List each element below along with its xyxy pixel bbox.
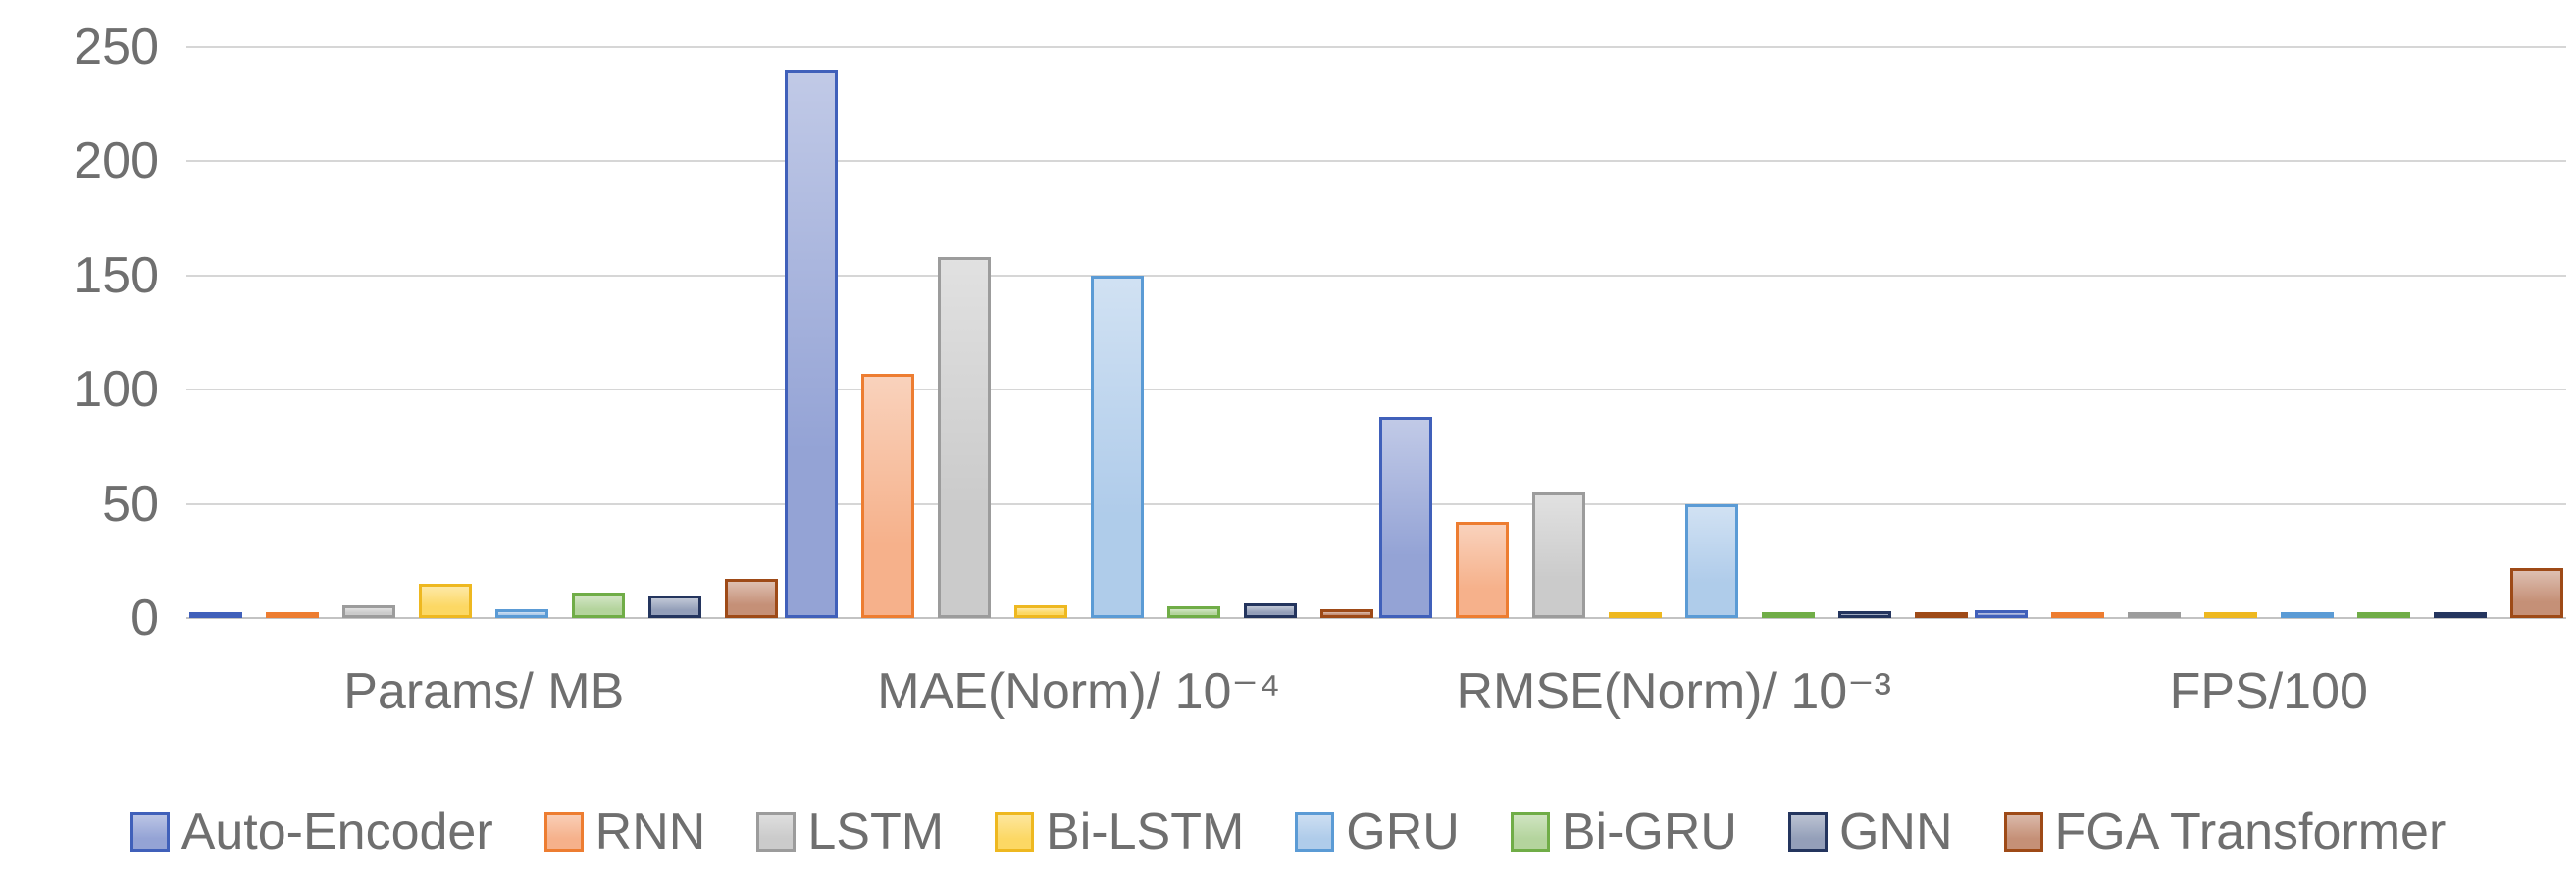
bar-lstm xyxy=(1532,492,1586,618)
bar-fga-transformer xyxy=(1319,608,1373,618)
bar-fga-transformer xyxy=(2509,567,2563,618)
legend-swatch-icon xyxy=(756,812,797,852)
bar-group-2 xyxy=(782,47,1377,618)
legend-item-rnn: RNN xyxy=(543,803,706,861)
bar-bi-lstm xyxy=(2203,612,2257,618)
bar-lstm xyxy=(2127,612,2181,618)
legend-swatch-icon xyxy=(129,812,170,852)
legend: Auto-Encoder RNN LSTM Bi-LSTM GRU Bi-GRU GNN FG… xyxy=(0,803,2576,861)
legend-label: Auto-Encoder xyxy=(180,803,493,860)
y-tick-label: 50 xyxy=(102,475,159,533)
legend-swatch-icon xyxy=(995,812,1035,852)
gridline-150 xyxy=(186,274,2566,277)
bar-gnn xyxy=(1838,611,1892,618)
bar-lstm xyxy=(937,257,991,618)
bar-rnn xyxy=(1456,522,1510,618)
legend-swatch-icon xyxy=(2003,812,2043,852)
bar-bi-gru xyxy=(572,593,626,618)
bar-bi-gru xyxy=(1166,606,1220,618)
gridline-50 xyxy=(186,502,2566,505)
bar-gnn xyxy=(648,595,702,618)
bar-rnn xyxy=(266,612,320,618)
bar-groups xyxy=(186,47,2566,618)
legend-label: FGA Transformer xyxy=(2054,803,2447,860)
legend-label: GRU xyxy=(1346,803,1460,860)
legend-label: GNN xyxy=(1838,803,1953,860)
y-tick-label: 200 xyxy=(74,132,159,190)
bar-gru xyxy=(1090,275,1144,618)
legend-item-auto-encoder: Auto-Encoder xyxy=(129,803,493,861)
legend-item-bi-lstm: Bi-LSTM xyxy=(995,803,1244,861)
bar-auto-encoder xyxy=(1974,609,2028,618)
bar-bi-lstm xyxy=(419,584,473,618)
legend-label: LSTM xyxy=(807,803,945,860)
bar-group-3 xyxy=(1376,47,1972,618)
bar-bi-gru xyxy=(1762,612,1816,618)
gridline-200 xyxy=(186,160,2566,163)
bar-bi-gru xyxy=(2356,612,2410,618)
gridline-250 xyxy=(186,46,2566,48)
y-tick-label: 250 xyxy=(74,19,159,76)
bar-rnn xyxy=(2050,612,2104,618)
plot-area xyxy=(186,46,2566,619)
x-axis-labels: Params/ MB MAE(Norm)/ 10⁻⁴ RMSE(Norm)/ 10⁻… xyxy=(186,663,2566,722)
legend-item-gru: GRU xyxy=(1295,803,1460,861)
bar-fga-transformer xyxy=(725,579,779,618)
y-tick-label: 0 xyxy=(130,590,159,647)
bar-auto-encoder xyxy=(189,612,243,618)
legend-swatch-icon xyxy=(1787,812,1828,852)
bar-bi-lstm xyxy=(1609,612,1663,618)
legend-item-fga-transformer: FGA Transformer xyxy=(2003,803,2447,861)
x-category-label: Params/ MB xyxy=(343,663,625,720)
bar-rnn xyxy=(860,373,914,618)
bar-group-4 xyxy=(1972,47,2567,618)
bar-bi-lstm xyxy=(1013,605,1067,618)
bar-gru xyxy=(1685,503,1739,618)
bar-gru xyxy=(2280,612,2334,618)
bar-fga-transformer xyxy=(1915,612,1969,618)
bar-auto-encoder xyxy=(784,70,838,618)
x-category-label: MAE(Norm)/ 10⁻⁴ xyxy=(877,663,1281,720)
legend-swatch-icon xyxy=(1295,812,1335,852)
legend-swatch-icon xyxy=(1510,812,1550,852)
legend-label: Bi-GRU xyxy=(1561,803,1737,860)
bar-group-1 xyxy=(186,47,782,618)
gridline-100 xyxy=(186,389,2566,391)
x-category-label: RMSE(Norm)/ 10⁻³ xyxy=(1456,663,1891,720)
legend-item-bi-gru: Bi-GRU xyxy=(1510,803,1737,861)
y-tick-label: 150 xyxy=(74,246,159,304)
legend-item-gnn: GNN xyxy=(1787,803,1953,861)
legend-label: Bi-LSTM xyxy=(1046,803,1245,860)
bar-gru xyxy=(495,608,549,618)
legend-label: RNN xyxy=(594,803,706,860)
bar-auto-encoder xyxy=(1379,417,1433,618)
legend-item-lstm: LSTM xyxy=(756,803,944,861)
bar-lstm xyxy=(342,605,396,618)
bar-gnn xyxy=(1243,602,1297,618)
gridline-0 xyxy=(186,617,2566,619)
bar-gnn xyxy=(2433,612,2487,618)
legend-swatch-icon xyxy=(543,812,584,852)
y-tick-label: 100 xyxy=(74,361,159,419)
x-category-label: FPS/100 xyxy=(2169,663,2368,720)
